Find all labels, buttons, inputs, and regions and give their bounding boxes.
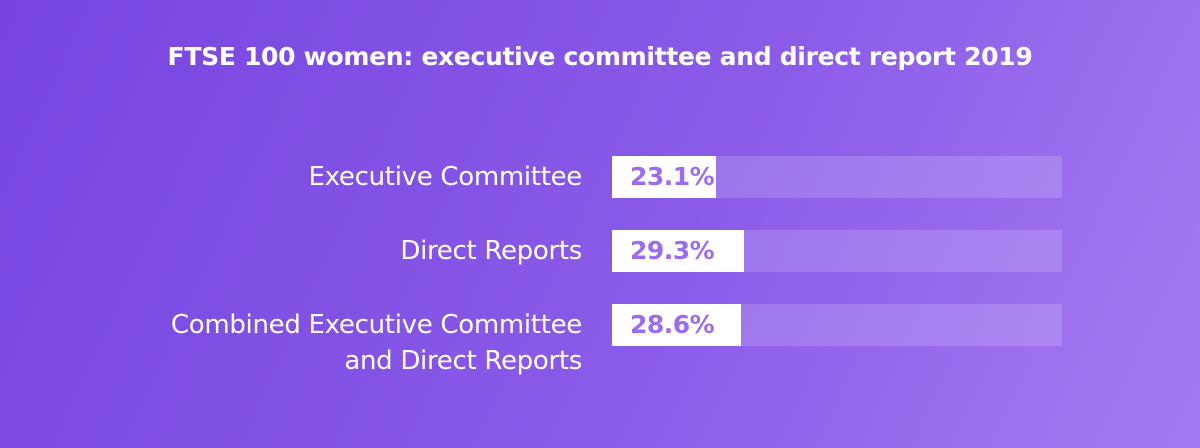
data-label: 23.1% bbox=[630, 162, 715, 191]
data-label: 28.6% bbox=[630, 310, 715, 339]
category-label-line: and Direct Reports bbox=[344, 346, 582, 376]
bar-track: 23.1% bbox=[612, 156, 1062, 198]
category-label: Direct Reports bbox=[62, 233, 582, 269]
bar bbox=[612, 304, 741, 346]
bar-track: 28.6% bbox=[612, 304, 1062, 346]
category-label-line: Direct Reports bbox=[400, 236, 582, 266]
data-label: 29.3% bbox=[630, 236, 715, 265]
chart-title: FTSE 100 women: executive committee and … bbox=[167, 42, 1033, 71]
bar-track: 29.3% bbox=[612, 230, 1062, 272]
bar bbox=[612, 230, 744, 272]
category-label: Combined Executive Committee and Direct R… bbox=[62, 307, 582, 379]
category-label-line: Executive Committee bbox=[308, 162, 583, 192]
category-label-line: Combined Executive Committee bbox=[170, 310, 582, 340]
bar bbox=[612, 156, 716, 198]
category-label: Executive Committee bbox=[62, 159, 583, 195]
